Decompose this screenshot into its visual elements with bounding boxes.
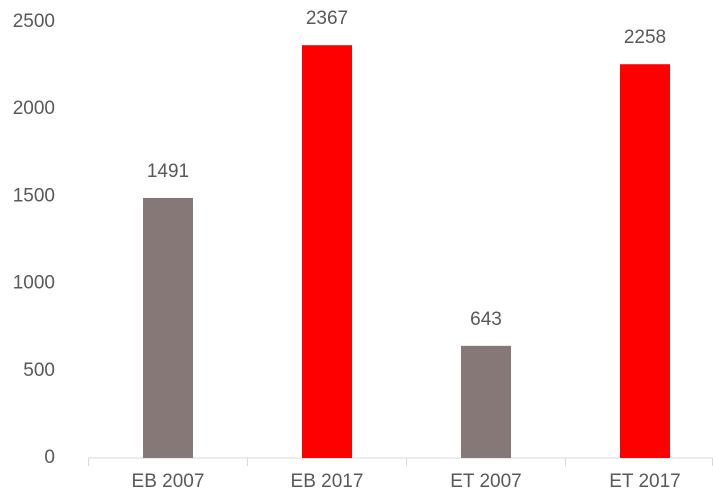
data-label: 1491 [147,161,189,182]
data-label: 643 [470,309,502,330]
y-tick-label: 2500 [13,11,55,32]
y-tick-label: 1000 [13,273,55,294]
x-tick-label: EB 2017 [291,471,364,492]
bar [620,64,670,458]
x-tick-label: ET 2007 [450,471,521,492]
bar [143,197,193,458]
data-label: 2258 [624,27,666,48]
y-tick-label: 2000 [13,98,55,119]
y-tick-label: 1500 [13,185,55,206]
x-tick-label: EB 2007 [132,471,205,492]
y-tick-label: 0 [44,447,55,468]
bar [461,345,511,458]
x-tick-label: ET 2017 [609,471,680,492]
bar [302,45,352,459]
y-tick-label: 500 [23,360,55,381]
data-label: 2367 [306,8,348,29]
